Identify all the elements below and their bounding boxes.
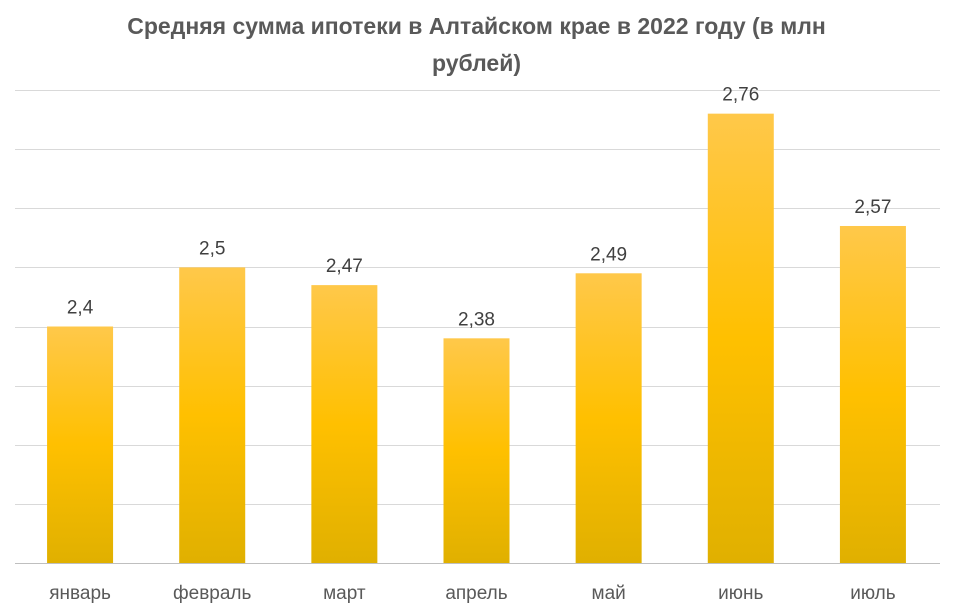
bar [443, 338, 510, 563]
x-tick-label: июль [850, 583, 896, 604]
bar [179, 267, 246, 563]
data-label: 2,5 [199, 238, 225, 259]
data-label: 2,4 [67, 298, 94, 319]
data-label: 2,38 [458, 309, 495, 330]
bar [311, 285, 378, 563]
x-tick-label: май [592, 583, 626, 604]
chart-title: Средняя сумма ипотеки в Алтайском крае в… [127, 13, 826, 76]
bar [47, 326, 114, 563]
data-label: 2,76 [722, 85, 759, 106]
data-label: 2,57 [854, 197, 891, 218]
bars [47, 113, 906, 564]
data-labels: 2,4 2,5 2,47 2,38 2,49 2,76 2,57 [67, 85, 892, 331]
bar [575, 273, 642, 563]
x-tick-label: апрель [445, 583, 507, 604]
bar [839, 225, 906, 564]
x-tick-labels: январь февраль март апрель май июнь июль [49, 583, 896, 604]
data-label: 2,47 [326, 256, 363, 277]
bar [707, 113, 774, 564]
x-tick-label: февраль [173, 583, 252, 604]
x-tick-label: март [323, 583, 366, 604]
data-label: 2,49 [590, 244, 627, 265]
x-tick-label: январь [49, 583, 111, 604]
x-tick-label: июнь [718, 583, 763, 604]
